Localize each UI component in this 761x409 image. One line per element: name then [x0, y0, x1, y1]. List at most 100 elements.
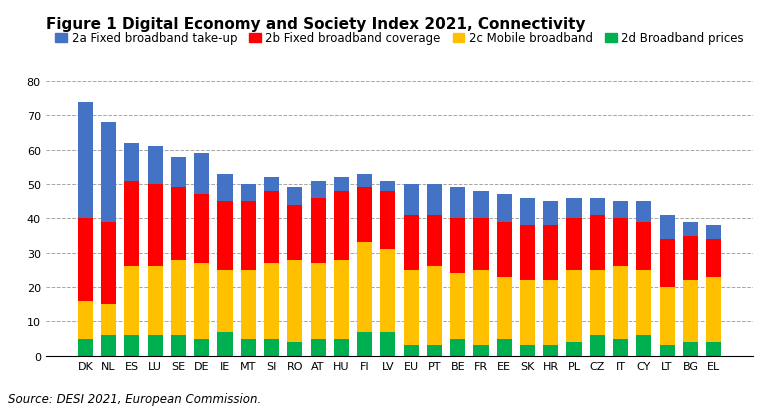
Bar: [473, 219, 489, 270]
Bar: [403, 346, 419, 356]
Bar: [451, 339, 465, 356]
Bar: [590, 270, 605, 335]
Bar: [124, 267, 139, 335]
Bar: [451, 188, 465, 219]
Bar: [451, 219, 465, 274]
Bar: [194, 195, 209, 263]
Bar: [218, 270, 233, 332]
Bar: [497, 222, 512, 277]
Bar: [497, 195, 512, 222]
Bar: [78, 339, 93, 356]
Bar: [543, 202, 559, 226]
Bar: [334, 178, 349, 191]
Bar: [240, 184, 256, 202]
Bar: [357, 243, 372, 332]
Bar: [310, 198, 326, 263]
Text: Figure 1 Digital Economy and Society Index 2021, Connectivity: Figure 1 Digital Economy and Society Ind…: [46, 17, 585, 32]
Bar: [380, 181, 396, 191]
Bar: [636, 335, 651, 356]
Bar: [660, 216, 675, 239]
Bar: [566, 219, 581, 270]
Bar: [636, 202, 651, 222]
Bar: [101, 222, 116, 304]
Bar: [566, 342, 581, 356]
Bar: [427, 346, 442, 356]
Bar: [403, 216, 419, 270]
Bar: [357, 174, 372, 188]
Bar: [310, 181, 326, 198]
Bar: [148, 335, 163, 356]
Bar: [124, 335, 139, 356]
Bar: [683, 342, 698, 356]
Bar: [78, 219, 93, 301]
Bar: [473, 191, 489, 219]
Bar: [613, 339, 628, 356]
Bar: [427, 216, 442, 267]
Bar: [403, 270, 419, 346]
Bar: [357, 188, 372, 243]
Bar: [78, 102, 93, 219]
Bar: [334, 191, 349, 260]
Bar: [427, 267, 442, 346]
Bar: [101, 304, 116, 335]
Bar: [124, 181, 139, 267]
Bar: [264, 178, 279, 191]
Bar: [101, 123, 116, 222]
Bar: [566, 198, 581, 219]
Bar: [636, 270, 651, 335]
Bar: [218, 174, 233, 202]
Bar: [660, 346, 675, 356]
Bar: [660, 239, 675, 287]
Bar: [101, 335, 116, 356]
Bar: [171, 335, 186, 356]
Bar: [473, 270, 489, 346]
Bar: [636, 222, 651, 270]
Bar: [264, 191, 279, 263]
Bar: [171, 157, 186, 188]
Bar: [543, 346, 559, 356]
Bar: [148, 267, 163, 335]
Bar: [287, 188, 302, 205]
Text: Source: DESI 2021, European Commission.: Source: DESI 2021, European Commission.: [8, 392, 261, 405]
Bar: [427, 184, 442, 216]
Legend: 2a Fixed broadband take-up, 2b Fixed broadband coverage, 2c Mobile broadband, 2d: 2a Fixed broadband take-up, 2b Fixed bro…: [50, 27, 749, 50]
Bar: [264, 339, 279, 356]
Bar: [403, 184, 419, 216]
Bar: [520, 281, 535, 346]
Bar: [194, 154, 209, 195]
Bar: [240, 202, 256, 270]
Bar: [287, 342, 302, 356]
Bar: [357, 332, 372, 356]
Bar: [78, 301, 93, 339]
Bar: [380, 249, 396, 332]
Bar: [660, 287, 675, 346]
Bar: [240, 339, 256, 356]
Bar: [473, 346, 489, 356]
Bar: [218, 202, 233, 270]
Bar: [264, 263, 279, 339]
Bar: [706, 226, 721, 239]
Bar: [590, 335, 605, 356]
Bar: [148, 184, 163, 267]
Bar: [520, 226, 535, 281]
Bar: [497, 339, 512, 356]
Bar: [287, 205, 302, 260]
Bar: [310, 339, 326, 356]
Bar: [706, 239, 721, 277]
Bar: [497, 277, 512, 339]
Bar: [334, 339, 349, 356]
Bar: [543, 281, 559, 346]
Bar: [171, 260, 186, 335]
Bar: [287, 260, 302, 342]
Bar: [451, 274, 465, 339]
Bar: [218, 332, 233, 356]
Bar: [124, 144, 139, 181]
Bar: [380, 332, 396, 356]
Bar: [194, 263, 209, 339]
Bar: [520, 198, 535, 226]
Bar: [683, 222, 698, 236]
Bar: [590, 216, 605, 270]
Bar: [310, 263, 326, 339]
Bar: [240, 270, 256, 339]
Bar: [590, 198, 605, 216]
